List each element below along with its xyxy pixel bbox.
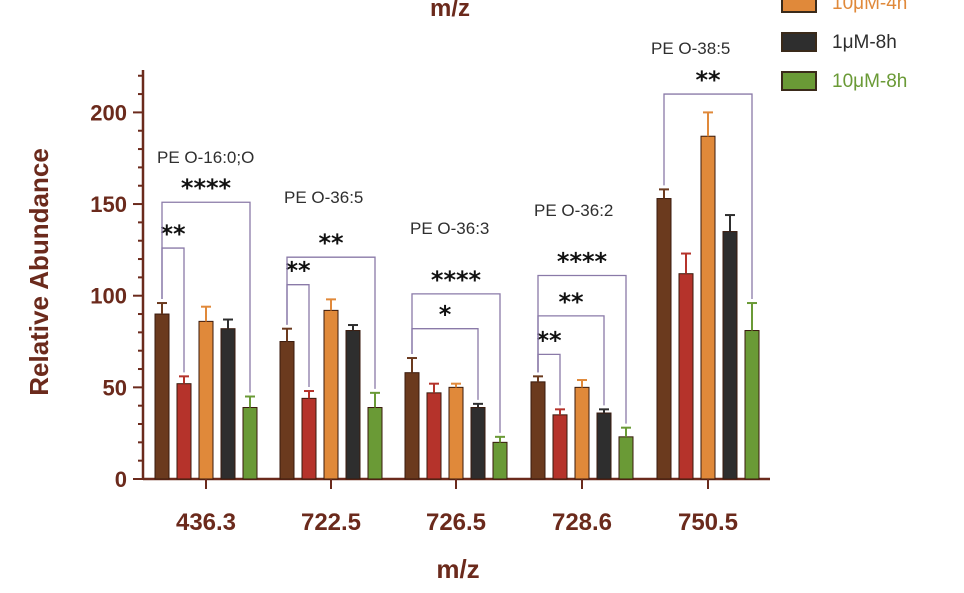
- bar: [492, 441, 508, 480]
- significance-bracket: [537, 274, 627, 424]
- significance-bracket: [411, 293, 501, 433]
- y-tick-label: 150: [90, 192, 127, 217]
- bar: [722, 231, 738, 480]
- legend-label: 10μM-4h: [832, 0, 907, 14]
- bar: [367, 407, 383, 480]
- x-tick-labels: 436.3 722.5 726.5 728.6 750.5: [176, 479, 738, 536]
- group-label: PE O-38:5: [651, 39, 730, 58]
- group-label: PE O-36:3: [410, 219, 489, 238]
- top-axis-title: m/z: [430, 0, 470, 22]
- group-labels: PE O-16:0;O PE O-36:5 PE O-36:3 PE O-36:2 PE…: [157, 39, 730, 238]
- significance-bracket: [663, 93, 753, 300]
- y-tick-label: 0: [115, 467, 127, 492]
- bar: [323, 309, 339, 480]
- significance-bracket: [161, 201, 251, 393]
- bar: [301, 397, 317, 480]
- bar: [700, 135, 716, 480]
- bar: [220, 328, 236, 480]
- bar: [618, 436, 634, 480]
- legend-label: 10μM-8h: [832, 71, 907, 92]
- bar: [678, 273, 694, 480]
- legend-swatch: [781, 0, 817, 13]
- legend-label: 1μM-8h: [832, 32, 897, 53]
- x-tick-label: 726.5: [426, 509, 486, 536]
- x-axis-title: m/z: [436, 554, 479, 584]
- significance-brackets: *************************: [160, 66, 753, 433]
- bar: [404, 372, 420, 480]
- significance-bracket: [411, 328, 479, 400]
- bar: [279, 341, 295, 480]
- significance-label: **: [695, 66, 721, 94]
- bar: [448, 386, 464, 480]
- y-tick-label: 50: [103, 375, 127, 400]
- significance-label: **: [536, 326, 562, 354]
- significance-label: *: [439, 301, 452, 329]
- group-label: PE O-36:5: [284, 188, 363, 207]
- legend-swatch: [781, 32, 817, 52]
- legend-swatch: [781, 71, 817, 91]
- group-label: PE O-36:2: [534, 201, 613, 220]
- significance-label: ****: [431, 266, 482, 294]
- x-tick-label: 722.5: [301, 509, 361, 536]
- x-tick-label: 436.3: [176, 509, 236, 536]
- significance-label: **: [318, 229, 344, 257]
- bars: [154, 111, 760, 480]
- legend: 10μM-4h 1μM-8h 10μM-8h: [781, 0, 907, 92]
- group-label: PE O-16:0;O: [157, 148, 254, 167]
- bar: [345, 330, 361, 480]
- bar: [574, 386, 590, 480]
- significance-label: **: [558, 288, 584, 316]
- significance-label: ****: [181, 174, 232, 202]
- bar: [596, 412, 612, 480]
- significance-label: **: [160, 220, 186, 248]
- x-tick-label: 750.5: [678, 509, 738, 536]
- bar: [552, 414, 568, 480]
- x-tick-label: 728.6: [552, 509, 612, 536]
- significance-label: **: [285, 257, 311, 285]
- bar: [426, 392, 442, 480]
- y-tick-label: 100: [90, 284, 127, 309]
- y-axis-title: Relative Abundance: [24, 148, 54, 396]
- y-ticks: 0 50 100 150 200: [90, 74, 143, 492]
- bar: [530, 381, 546, 480]
- bar: [470, 407, 486, 480]
- bar: [154, 313, 170, 480]
- bar: [744, 330, 760, 480]
- significance-bracket: [286, 256, 376, 389]
- bar: [198, 320, 214, 480]
- bar: [242, 407, 258, 480]
- bar: [176, 383, 192, 480]
- y-tick-label: 200: [90, 100, 127, 125]
- significance-label: ****: [557, 248, 608, 276]
- bar: [656, 198, 672, 480]
